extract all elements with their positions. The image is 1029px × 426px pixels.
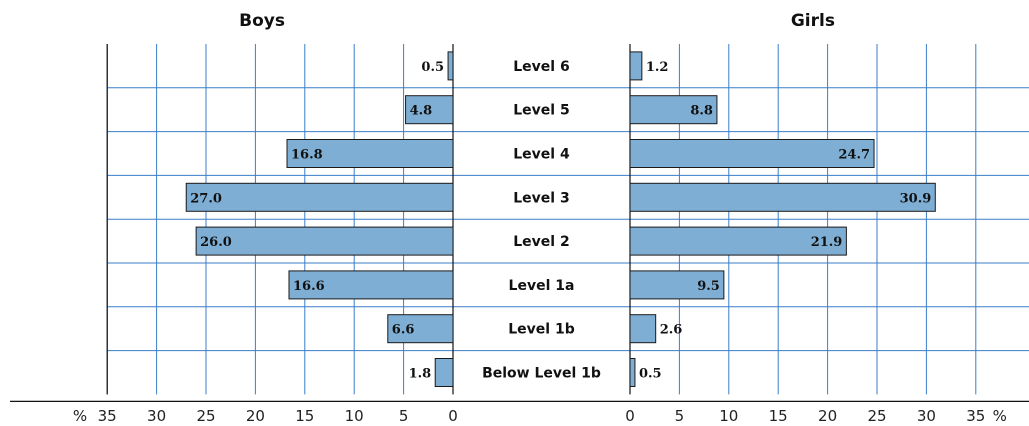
tick-label-boys: 5: [399, 407, 409, 425]
bar-boys: [185, 182, 454, 212]
bar-girls: [629, 226, 847, 256]
category-label: Level 5: [513, 103, 569, 119]
tick-label-girls: 20: [818, 407, 837, 425]
tick-label-girls: 5: [675, 407, 685, 425]
unit-label-right: %: [993, 407, 1007, 425]
bar-boys: [195, 226, 454, 256]
value-label-girls: 1.2: [646, 60, 669, 75]
tick-label-girls: 25: [867, 407, 886, 425]
bar-girls: [629, 182, 936, 212]
bar-girls: [629, 358, 636, 387]
value-label-girls: 2.6: [660, 323, 683, 338]
category-label: Below Level 1b: [482, 366, 601, 382]
bar-girls: [629, 314, 657, 344]
value-label-boys: 1.8: [409, 367, 432, 382]
tick-label-boys: 0: [448, 407, 458, 425]
panel-title-girls: Girls: [791, 11, 835, 31]
value-label-girls: 30.9: [900, 191, 932, 206]
bar-boys: [387, 314, 454, 344]
tick-label-boys: 35: [98, 407, 117, 425]
unit-label-left: %: [73, 407, 87, 425]
value-label-boys: 4.8: [410, 104, 433, 119]
value-label-boys: 16.6: [293, 279, 325, 294]
category-label: Level 3: [513, 190, 569, 206]
tick-label-boys: 20: [246, 407, 265, 425]
value-label-girls: 21.9: [811, 235, 843, 250]
bar-girls: [629, 270, 725, 300]
value-label-boys: 0.5: [421, 60, 444, 75]
value-label-boys: 27.0: [190, 191, 222, 206]
bar-boys: [288, 270, 454, 300]
tick-label-girls: 0: [625, 407, 635, 425]
bar-boys: [286, 139, 454, 168]
value-label-girls: 8.8: [690, 104, 713, 119]
bar-boys: [405, 95, 454, 125]
value-label-girls: 0.5: [639, 367, 662, 382]
bar-boys: [434, 358, 454, 387]
value-label-boys: 6.6: [392, 323, 415, 338]
category-label: Level 2: [513, 234, 569, 250]
value-label-boys: 16.8: [291, 148, 323, 163]
panel-title-boys: Boys: [239, 11, 285, 31]
value-label-boys: 26.0: [200, 235, 232, 250]
tick-label-boys: 30: [147, 407, 166, 425]
bar-boys: [447, 51, 454, 81]
tick-label-girls: 15: [769, 407, 788, 425]
category-label: Level 4: [513, 147, 570, 163]
bar-girls: [629, 51, 643, 81]
tick-label-girls: 30: [917, 407, 936, 425]
bar-girls: [629, 95, 718, 125]
value-label-girls: 24.7: [838, 148, 870, 163]
bar-girls: [629, 139, 875, 168]
tick-label-girls: 35: [966, 407, 985, 425]
category-label: Level 6: [513, 59, 569, 75]
value-label-girls: 9.5: [697, 279, 720, 294]
tick-label-boys: 15: [295, 407, 314, 425]
tick-label-girls: 10: [719, 407, 738, 425]
tick-label-boys: 25: [196, 407, 215, 425]
tick-label-boys: 10: [345, 407, 364, 425]
category-label: Level 1b: [508, 322, 574, 338]
category-label: Level 1a: [509, 278, 575, 294]
